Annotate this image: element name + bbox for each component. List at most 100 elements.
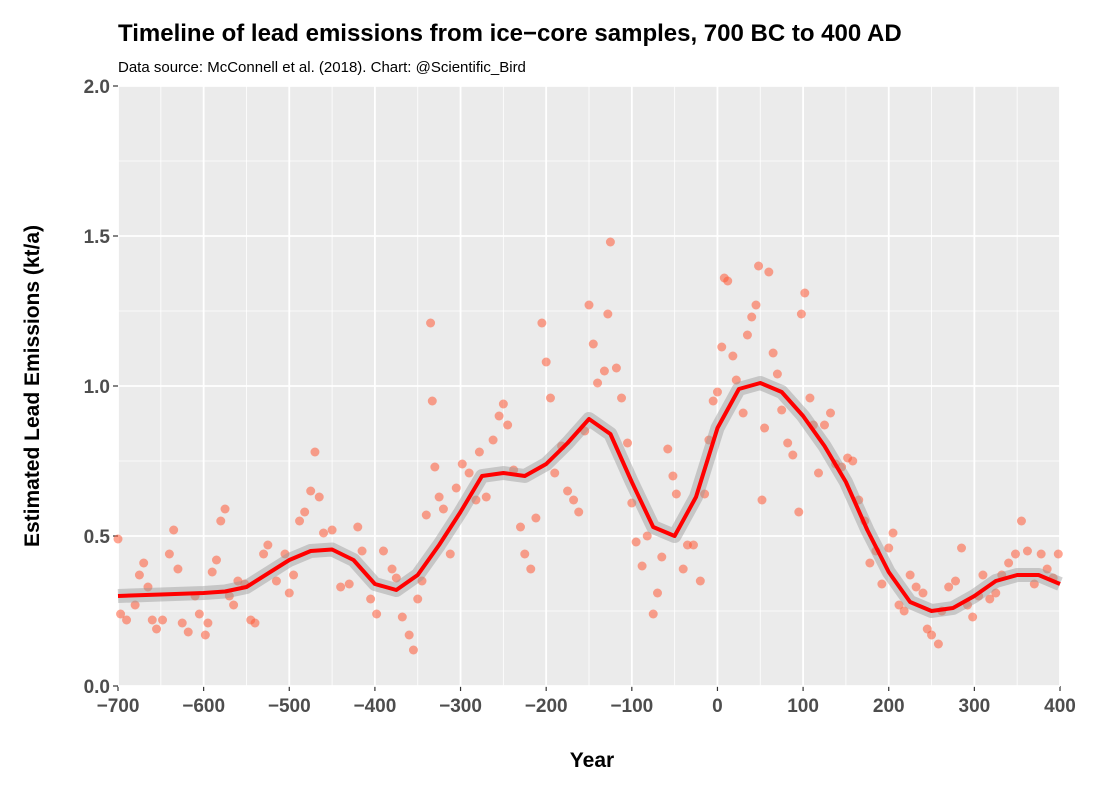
data-point xyxy=(757,495,767,505)
x-axis-title: Year xyxy=(570,749,614,772)
data-point xyxy=(611,363,621,373)
data-point xyxy=(800,288,810,298)
data-point xyxy=(372,609,382,619)
data-point xyxy=(814,468,824,478)
data-point xyxy=(310,447,320,457)
data-point xyxy=(177,618,187,628)
data-point xyxy=(678,564,688,574)
data-point xyxy=(357,546,367,556)
x-tick-label: 200 xyxy=(873,696,905,717)
data-point xyxy=(933,639,943,649)
x-tick-label: 0 xyxy=(712,696,723,717)
data-point xyxy=(139,558,149,568)
data-point xyxy=(957,543,967,553)
data-point xyxy=(888,528,898,538)
data-point xyxy=(271,576,281,586)
data-point xyxy=(143,582,153,592)
data-point xyxy=(899,606,909,616)
data-point xyxy=(671,489,681,499)
data-point xyxy=(884,543,894,553)
data-point xyxy=(599,366,609,376)
y-tick-label: 2.0 xyxy=(84,77,110,98)
data-point xyxy=(471,495,481,505)
data-point xyxy=(1036,549,1046,559)
x-tick-label: −500 xyxy=(268,696,311,717)
data-point xyxy=(738,408,748,418)
x-tick-label: −100 xyxy=(610,696,653,717)
data-point xyxy=(951,576,961,586)
data-point xyxy=(319,528,329,538)
data-point xyxy=(183,627,193,637)
data-point xyxy=(421,510,431,520)
data-point xyxy=(280,549,290,559)
data-point xyxy=(848,456,858,466)
x-tick-label: 300 xyxy=(959,696,991,717)
data-point xyxy=(130,600,140,610)
data-point xyxy=(173,564,183,574)
data-point xyxy=(627,498,637,508)
data-point xyxy=(865,558,875,568)
data-point xyxy=(451,483,461,493)
data-point xyxy=(642,531,652,541)
data-point xyxy=(488,435,498,445)
data-point xyxy=(569,495,579,505)
data-point xyxy=(263,540,273,550)
data-point xyxy=(717,342,727,352)
data-point xyxy=(820,420,829,430)
data-point xyxy=(464,468,474,478)
data-point xyxy=(152,624,162,634)
data-point xyxy=(631,537,641,547)
data-point xyxy=(944,582,954,592)
data-point xyxy=(169,525,179,535)
data-point xyxy=(985,594,995,604)
data-point xyxy=(911,582,921,592)
data-point xyxy=(668,471,678,481)
data-point xyxy=(712,387,722,397)
data-point xyxy=(216,516,226,526)
data-point xyxy=(1016,516,1026,526)
data-point xyxy=(336,582,346,592)
y-axis-title: Estimated Lead Emissions (kt/a) xyxy=(21,225,44,547)
data-point xyxy=(742,330,752,340)
data-point xyxy=(754,261,764,271)
data-point xyxy=(158,615,168,625)
x-tick-label: −400 xyxy=(354,696,397,717)
data-point xyxy=(498,399,508,409)
data-point xyxy=(445,549,455,559)
data-point xyxy=(537,318,547,328)
chart-title: Timeline of lead emissions from ice−core… xyxy=(118,20,902,47)
x-tick-label: −200 xyxy=(525,696,568,717)
data-point xyxy=(648,609,658,619)
data-point xyxy=(796,309,806,319)
data-point xyxy=(1010,549,1020,559)
data-point xyxy=(777,405,787,415)
data-point xyxy=(695,576,705,586)
data-point xyxy=(438,504,448,514)
data-point xyxy=(413,594,423,604)
y-tick-label: 0.5 xyxy=(84,527,111,548)
data-point xyxy=(457,459,467,469)
data-point xyxy=(1042,564,1052,574)
data-point xyxy=(708,396,718,406)
data-point xyxy=(408,645,418,655)
y-tick-label: 0.0 xyxy=(84,677,110,698)
data-point xyxy=(229,600,239,610)
data-point xyxy=(531,513,541,523)
data-point xyxy=(515,522,525,532)
data-point xyxy=(220,504,230,514)
data-point xyxy=(306,486,316,496)
data-point xyxy=(617,393,627,403)
data-point xyxy=(1053,549,1063,559)
data-point xyxy=(968,612,978,622)
data-point xyxy=(905,570,915,580)
data-point xyxy=(563,486,573,496)
data-point xyxy=(637,561,647,571)
x-tick-label: −700 xyxy=(97,696,140,717)
x-tick-label: 400 xyxy=(1044,696,1076,717)
data-point xyxy=(747,312,757,322)
data-point xyxy=(427,396,437,406)
data-point xyxy=(623,438,633,448)
data-point xyxy=(378,546,388,556)
data-point xyxy=(653,588,663,598)
data-point xyxy=(289,570,299,580)
